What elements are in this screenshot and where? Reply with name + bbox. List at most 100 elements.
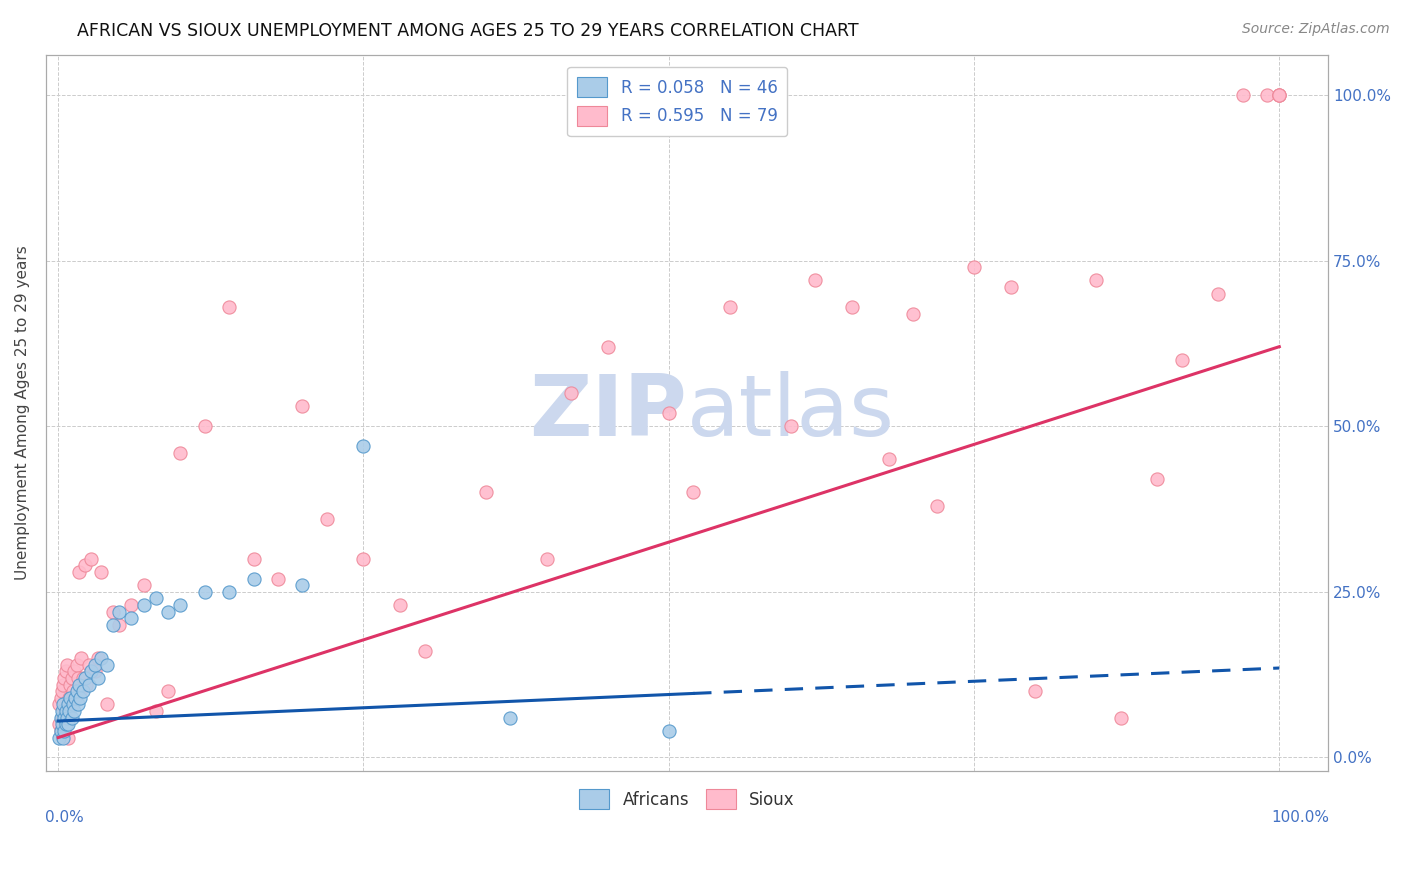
Legend: Africans, Sioux: Africans, Sioux — [572, 782, 801, 816]
Point — [1109, 711, 1132, 725]
Point — [62, 698, 84, 712]
Point — [389, 598, 412, 612]
Point — [90, 565, 112, 579]
Point — [59, 677, 82, 691]
Point — [49, 690, 72, 705]
Point — [1206, 286, 1229, 301]
Point — [77, 657, 100, 672]
Point — [48, 698, 70, 712]
Point — [194, 584, 217, 599]
Point — [1268, 87, 1291, 102]
Point — [1170, 352, 1192, 367]
Point — [120, 611, 142, 625]
Point — [56, 731, 79, 745]
Y-axis label: Unemployment Among Ages 25 to 29 years: Unemployment Among Ages 25 to 29 years — [15, 245, 30, 581]
Point — [1268, 87, 1291, 102]
Point — [157, 684, 180, 698]
Point — [499, 711, 522, 725]
Point — [72, 684, 94, 698]
Point — [841, 300, 863, 314]
Point — [60, 671, 83, 685]
Point — [169, 598, 191, 612]
Point — [53, 723, 76, 738]
Point — [901, 307, 924, 321]
Point — [83, 657, 105, 672]
Point — [65, 657, 87, 672]
Point — [157, 605, 180, 619]
Point — [242, 572, 264, 586]
Point — [927, 499, 949, 513]
Point — [55, 717, 77, 731]
Point — [194, 419, 217, 434]
Point — [48, 731, 70, 745]
Point — [55, 711, 77, 725]
Point — [90, 651, 112, 665]
Point — [1256, 87, 1278, 102]
Point — [52, 677, 75, 691]
Point — [59, 698, 82, 712]
Point — [51, 704, 73, 718]
Text: 0.0%: 0.0% — [45, 810, 83, 825]
Point — [718, 300, 741, 314]
Point — [53, 671, 76, 685]
Point — [1146, 472, 1168, 486]
Point — [560, 386, 582, 401]
Point — [58, 690, 80, 705]
Point — [65, 684, 87, 698]
Point — [69, 684, 91, 698]
Point — [108, 618, 131, 632]
Point — [132, 578, 155, 592]
Point — [101, 618, 124, 632]
Point — [56, 698, 79, 712]
Point — [1024, 684, 1046, 698]
Point — [59, 690, 82, 705]
Point — [70, 651, 93, 665]
Point — [145, 704, 167, 718]
Point — [52, 731, 75, 745]
Point — [1268, 87, 1291, 102]
Point — [55, 711, 77, 725]
Point — [49, 711, 72, 725]
Point — [67, 677, 90, 691]
Point — [596, 340, 619, 354]
Point — [218, 300, 240, 314]
Point — [73, 558, 96, 573]
Point — [66, 698, 89, 712]
Point — [72, 671, 94, 685]
Point — [658, 723, 681, 738]
Point — [218, 584, 240, 599]
Point — [56, 717, 79, 731]
Point — [877, 452, 900, 467]
Point — [51, 684, 73, 698]
Point — [73, 671, 96, 685]
Point — [353, 551, 375, 566]
Point — [52, 717, 75, 731]
Text: Source: ZipAtlas.com: Source: ZipAtlas.com — [1241, 22, 1389, 37]
Point — [291, 578, 314, 592]
Text: ZIP: ZIP — [529, 371, 688, 454]
Point — [56, 704, 79, 718]
Point — [315, 512, 337, 526]
Point — [120, 598, 142, 612]
Point — [53, 704, 76, 718]
Point — [63, 665, 86, 679]
Point — [65, 690, 87, 705]
Point — [80, 665, 103, 679]
Point — [49, 723, 72, 738]
Point — [69, 690, 91, 705]
Point — [55, 665, 77, 679]
Point — [80, 551, 103, 566]
Point — [62, 684, 84, 698]
Point — [1232, 87, 1254, 102]
Point — [96, 698, 118, 712]
Point — [267, 572, 290, 586]
Point — [55, 657, 77, 672]
Point — [779, 419, 801, 434]
Point — [145, 591, 167, 606]
Point — [413, 644, 436, 658]
Text: atlas: atlas — [688, 371, 896, 454]
Point — [96, 657, 118, 672]
Point — [65, 690, 87, 705]
Point — [48, 717, 70, 731]
Point — [53, 711, 76, 725]
